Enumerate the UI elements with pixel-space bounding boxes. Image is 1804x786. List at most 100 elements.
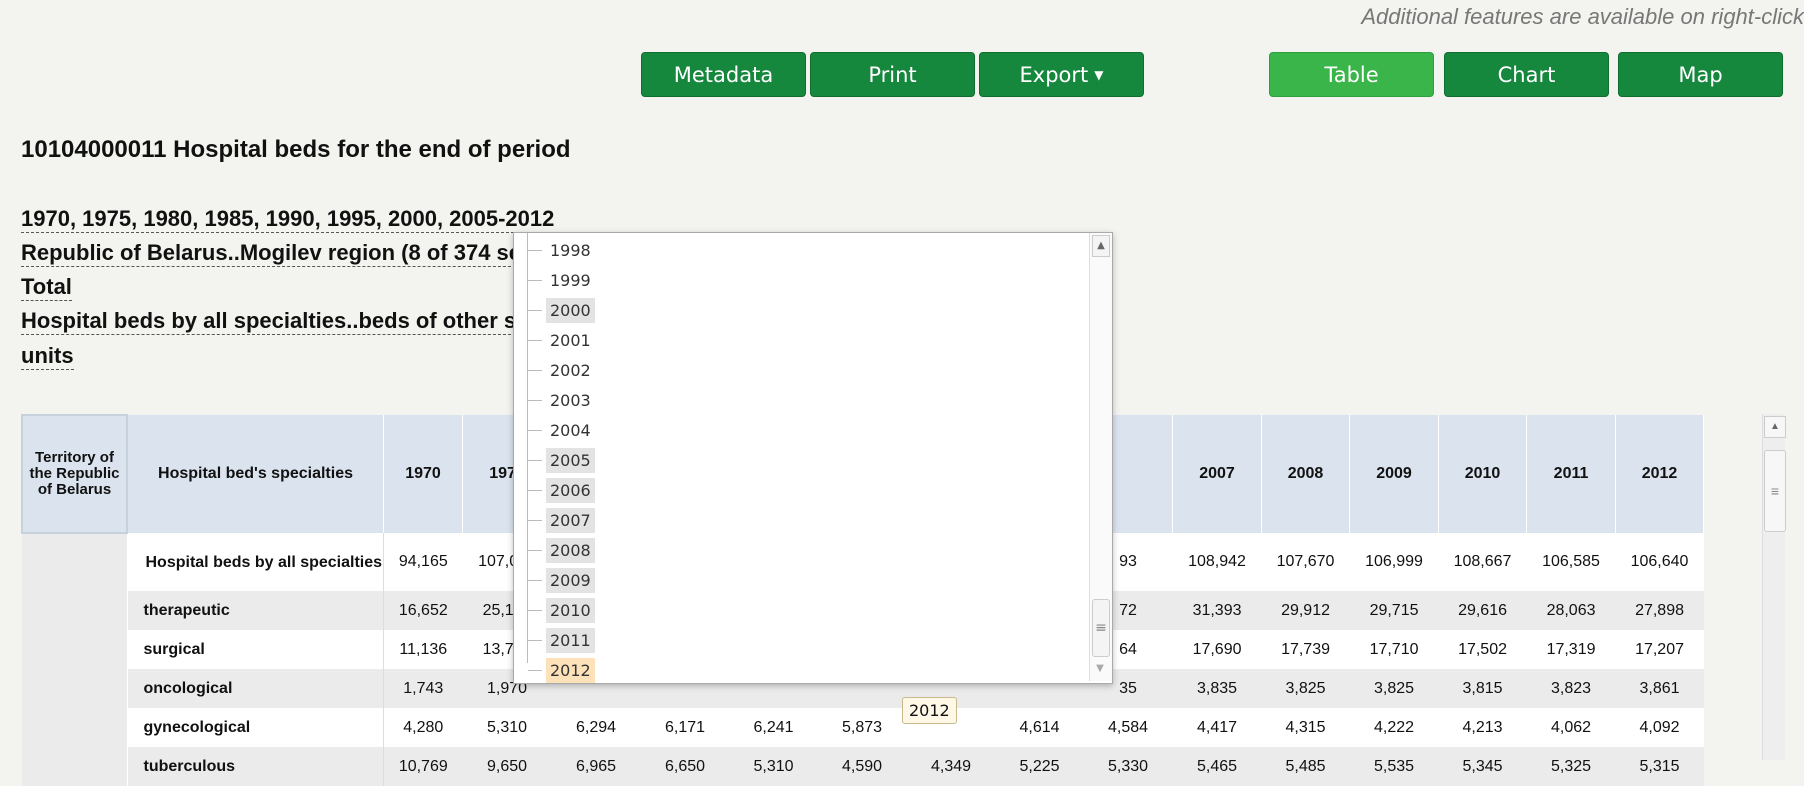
year-option-label: 2005 xyxy=(546,447,595,473)
year-option[interactable]: 2003 xyxy=(528,386,595,414)
year-option[interactable]: 2001 xyxy=(528,326,595,354)
table-view-button[interactable]: Table xyxy=(1269,52,1434,97)
year-option[interactable]: 1998 xyxy=(528,236,595,264)
year-option[interactable]: 2000 xyxy=(528,296,595,324)
year-option[interactable]: 2011 xyxy=(528,626,595,654)
scroll-thumb[interactable]: ≡ xyxy=(1764,450,1786,532)
value-cell: 5,330 xyxy=(1083,747,1173,786)
value-cell: 4,062 xyxy=(1526,708,1616,747)
year-option-label: 2012 xyxy=(546,657,595,683)
year-option[interactable]: 1999 xyxy=(528,266,595,294)
value-cell: 4,614 xyxy=(995,708,1084,747)
table-row: tuberculous 10,769 9,650 6,965 6,650 5,310 4,5… xyxy=(22,747,1704,786)
year-header[interactable]: 2009 xyxy=(1349,415,1440,533)
scroll-down-icon[interactable]: ▼ xyxy=(1096,663,1104,674)
chart-view-button[interactable]: Chart xyxy=(1444,52,1609,97)
specialty-cell: tuberculous xyxy=(127,747,385,786)
value-cell: 94,165 xyxy=(383,533,463,591)
year-header[interactable]: 2012 xyxy=(1615,415,1705,533)
value-cell: 9,650 xyxy=(462,747,552,786)
specialty-header[interactable]: Hospital bed's specialties xyxy=(127,415,385,533)
value-cell: 3,815 xyxy=(1438,669,1527,708)
units-selector[interactable]: units xyxy=(21,343,74,370)
specialty-cell: oncological xyxy=(127,669,385,708)
tree-branch xyxy=(528,549,542,551)
year-option[interactable]: 2006 xyxy=(528,476,595,504)
year-header[interactable]: 2008 xyxy=(1261,415,1351,533)
value-cell: 108,942 xyxy=(1172,533,1262,591)
value-cell: 17,319 xyxy=(1526,630,1616,669)
map-view-button[interactable]: Map xyxy=(1618,52,1783,97)
print-label: Print xyxy=(868,62,917,87)
right-click-hint: Additional features are available on rig… xyxy=(1361,4,1804,29)
territory-selector[interactable]: Republic of Belarus..Mogilev region (8 o… xyxy=(21,240,522,267)
table-row: Hospital beds by all specialties 94,165 10… xyxy=(22,533,1704,786)
value-cell: 5,315 xyxy=(1615,747,1704,786)
year-option[interactable]: 2002 xyxy=(528,356,595,384)
metadata-button[interactable]: Metadata xyxy=(641,52,806,97)
year-option-label: 1999 xyxy=(550,270,591,290)
year-option-label: 2000 xyxy=(546,297,595,323)
scroll-up-icon[interactable]: ▲ xyxy=(1092,235,1110,257)
year-option[interactable]: 2004 xyxy=(528,416,595,444)
scroll-thumb[interactable]: ≡ xyxy=(1092,599,1110,657)
value-cell: 29,715 xyxy=(1349,591,1439,630)
year-option[interactable]: 2005 xyxy=(528,446,595,474)
value-cell: 5,465 xyxy=(1172,747,1262,786)
value-cell: 5,325 xyxy=(1526,747,1616,786)
table-row: gynecological 4,280 5,310 6,294 6,171 6,241 5,… xyxy=(22,708,1704,747)
value-cell: 107,670 xyxy=(1261,533,1350,591)
value-cell: 5,873 xyxy=(817,708,907,747)
total-selector[interactable]: Total xyxy=(21,274,72,301)
year-option[interactable]: 2008 xyxy=(528,536,595,564)
tree-branch xyxy=(528,489,542,491)
year-option-label: 1998 xyxy=(550,240,591,260)
value-cell: 29,912 xyxy=(1261,591,1350,630)
specialties-selector[interactable]: Hospital beds by all specialties..beds o… xyxy=(21,308,517,335)
tree-branch xyxy=(528,609,542,611)
value-cell: 17,502 xyxy=(1438,630,1527,669)
value-cell: 27,898 xyxy=(1615,591,1704,630)
value-cell: 5,310 xyxy=(462,708,552,747)
value-cell: 3,825 xyxy=(1349,669,1439,708)
value-cell: 106,999 xyxy=(1349,533,1439,591)
value-cell: 4,315 xyxy=(1261,708,1350,747)
value-cell: 5,310 xyxy=(729,747,818,786)
years-selector[interactable]: 1970, 1975, 1980, 1985, 1990, 1995, 2000… xyxy=(21,206,555,233)
value-cell: 17,207 xyxy=(1615,630,1704,669)
year-header[interactable]: 2007 xyxy=(1172,415,1263,533)
value-cell: 31,393 xyxy=(1172,591,1262,630)
value-cell: 5,485 xyxy=(1261,747,1350,786)
value-cell: 10,769 xyxy=(383,747,463,786)
value-cell: 5,535 xyxy=(1349,747,1439,786)
year-header[interactable]: 1970 xyxy=(383,415,464,533)
dropdown-scrollbar[interactable]: ▲ ≡ ▼ xyxy=(1089,233,1112,681)
year-dropdown[interactable]: 1998 1999 2000 2001 2002 2003 2004 2005 2006 2007… xyxy=(513,232,1113,684)
tree-branch xyxy=(528,249,542,251)
print-button[interactable]: Print xyxy=(810,52,975,97)
value-cell: 5,225 xyxy=(995,747,1084,786)
scroll-up-icon[interactable]: ▲ xyxy=(1764,416,1786,438)
value-cell: 4,584 xyxy=(1083,708,1173,747)
value-cell: 4,349 xyxy=(906,747,996,786)
year-option[interactable]: 2009 xyxy=(528,566,595,594)
value-cell: 4,280 xyxy=(383,708,463,747)
year-option[interactable]: 2010 xyxy=(528,596,595,624)
value-cell: 3,861 xyxy=(1615,669,1704,708)
territory-header[interactable]: Territory of the Republic of Belarus xyxy=(21,414,128,534)
year-header[interactable]: 2010 xyxy=(1438,415,1528,533)
tree-branch xyxy=(528,279,542,281)
year-option[interactable]: 2007 xyxy=(528,506,595,534)
value-cell: 106,585 xyxy=(1526,533,1616,591)
value-cell: 4,417 xyxy=(1172,708,1262,747)
value-cell: 4,222 xyxy=(1349,708,1439,747)
year-option[interactable]: 2012 xyxy=(528,656,595,683)
specialty-cell: therapeutic xyxy=(127,591,385,630)
table-scrollbar[interactable]: ▲ ≡ xyxy=(1762,414,1786,760)
tree-line xyxy=(527,233,528,663)
value-cell: 6,171 xyxy=(640,708,730,747)
export-button[interactable]: Export ▼ xyxy=(979,52,1144,97)
tree-branch xyxy=(528,339,542,341)
year-option-label: 2009 xyxy=(546,567,595,593)
year-header[interactable]: 2011 xyxy=(1526,415,1617,533)
